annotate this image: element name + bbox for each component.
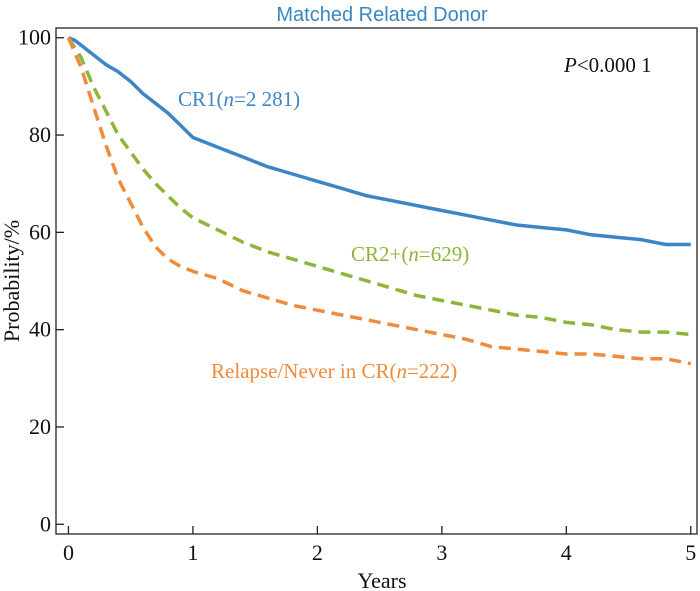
series-line-1 [66,36,691,337]
y-tick-label: 100 [18,25,51,50]
series-label-cr1-n: n [224,87,235,111]
series-label-relapse-n: n [396,359,407,383]
y-tick-label: 60 [29,219,51,244]
p-value-italic: P [563,53,577,77]
p-value-annotation: P<0.000 1 [563,53,652,77]
x-tick-label: 0 [63,540,74,565]
y-tick-label: 40 [29,317,51,342]
x-tick-label: 4 [561,540,572,565]
y-tick-label: 80 [29,122,51,147]
p-value-text: <0.000 1 [577,53,652,77]
y-tick-label: 20 [29,414,51,439]
plot-frame [55,27,698,535]
series-line-0 [67,36,691,247]
series-label-relapse-a: Relapse/Never in CR( [211,359,396,383]
series-label-relapse-b: =222) [407,359,457,383]
x-tick-label: 1 [187,540,198,565]
series-line-2 [66,37,692,366]
series-label-cr1-a: CR1( [178,87,224,111]
series-label-cr2: CR2+(n=629) [351,242,469,266]
x-tick-label: 2 [312,540,323,565]
series-label-cr2-b: =629) [419,242,469,266]
series-label-cr1: CR1(n=2 281) [178,87,300,111]
chart-title: Matched Related Donor [276,4,488,26]
series-label-cr1-b: =2 281) [234,87,300,111]
x-axis-title: Years [357,568,406,591]
series-lines [66,36,692,366]
series-label-cr2-n: n [408,242,419,266]
y-tick-label: 0 [40,511,51,536]
series-label-cr2-a: CR2+( [351,242,408,266]
y-axis-title: Probability/% [0,220,24,342]
grid-ticks: 0 1 2 3 4 5 0 20 40 60 80 100 [18,25,696,565]
series-label-relapse: Relapse/Never in CR(n=222) [211,359,457,383]
x-tick-label: 5 [685,540,696,565]
x-tick-label: 3 [436,540,447,565]
